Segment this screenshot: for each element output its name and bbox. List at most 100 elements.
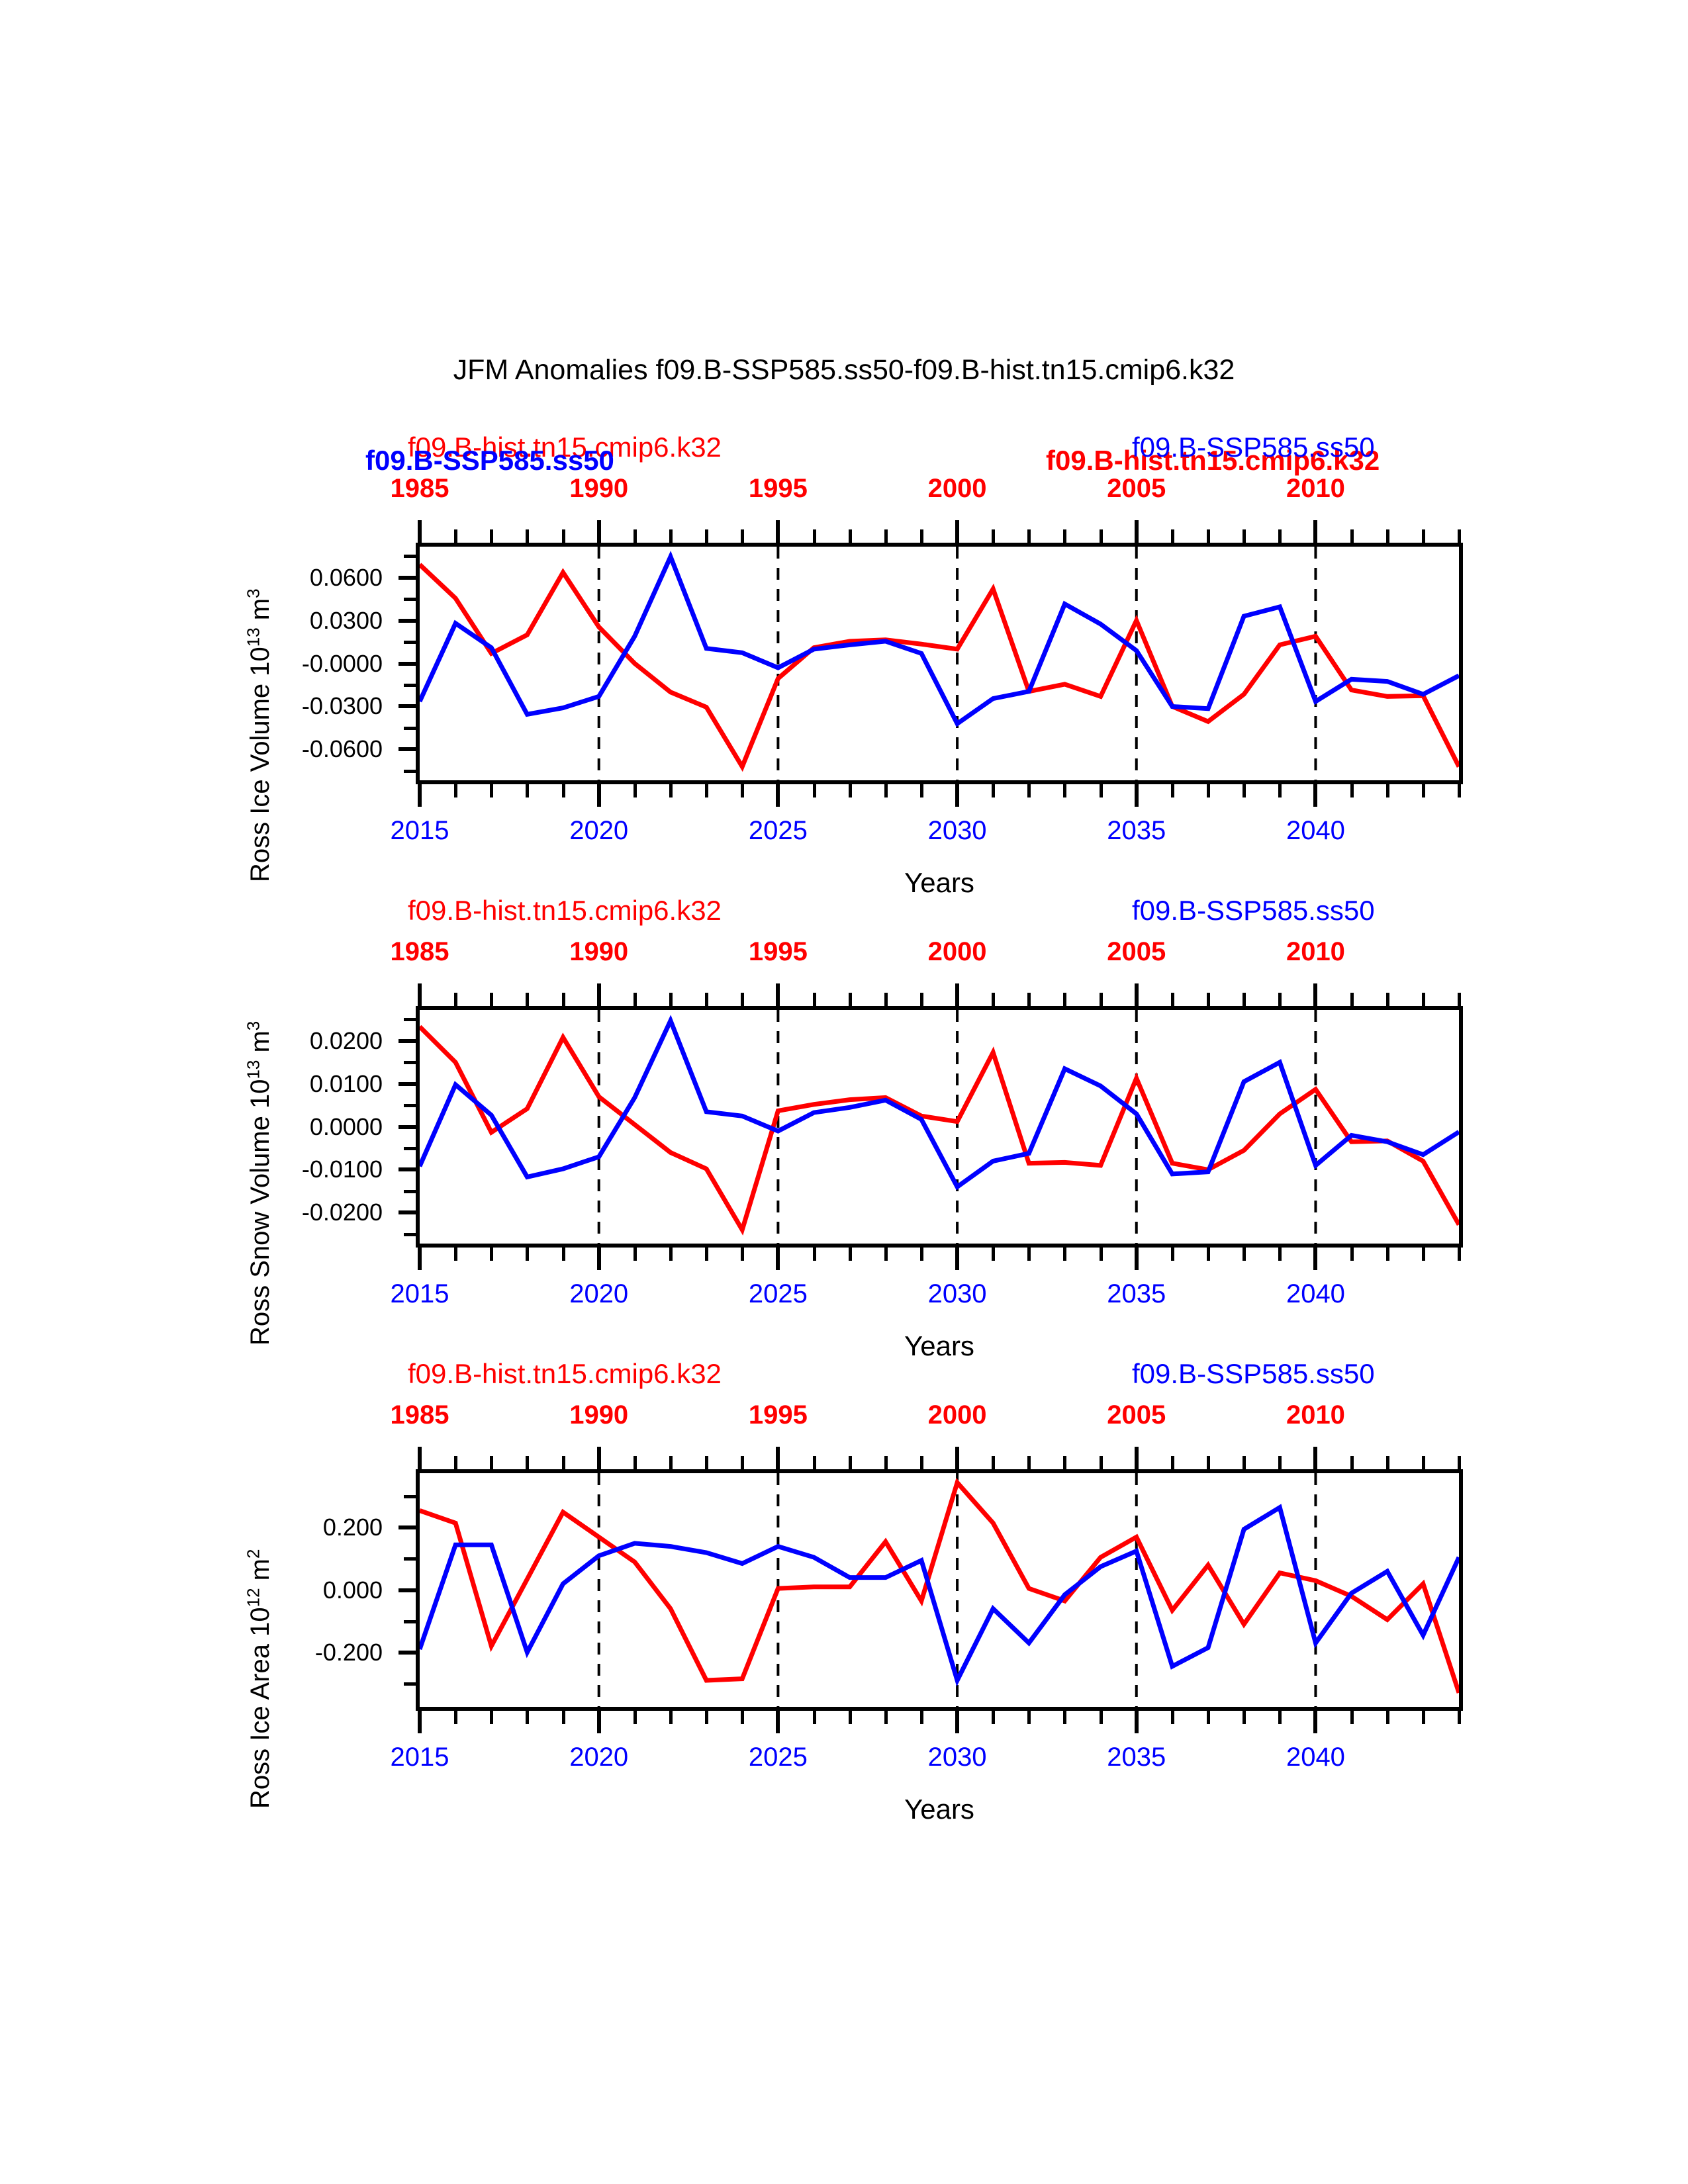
plot-area-1 [416, 543, 1463, 784]
x-tick-minor-top [1170, 1456, 1174, 1469]
x-tick-minor-bottom [848, 1711, 852, 1724]
y-tick-label: -0.0000 [301, 649, 383, 677]
x-tick-minor-top [1421, 1456, 1425, 1469]
y-tick-minor [404, 598, 417, 602]
y-tick-minor [404, 769, 417, 773]
x-axis-label-top: 1995 [748, 474, 808, 503]
x-tick-minor-bottom [884, 1248, 888, 1261]
x-tick-minor-bottom [1207, 1711, 1211, 1724]
x-axis-label-bottom: 2030 [927, 816, 987, 845]
x-tick-major-bottom [1134, 1248, 1139, 1270]
y-tick-minor [404, 641, 417, 644]
x-tick-minor-bottom [919, 1711, 923, 1724]
x-tick-major-bottom [1313, 784, 1318, 807]
x-tick-minor-bottom [1421, 1711, 1425, 1724]
x-tick-minor-top [1207, 993, 1211, 1006]
x-axis-label-top: 2005 [1107, 474, 1166, 503]
x-tick-minor-top [705, 1456, 709, 1469]
x-tick-minor-bottom [992, 784, 996, 797]
x-tick-major-top [776, 520, 780, 543]
x-tick-minor-bottom [741, 784, 745, 797]
x-tick-major-bottom [596, 784, 601, 807]
x-tick-major-top [1313, 520, 1318, 543]
x-axis-title-3: Years [904, 1794, 974, 1825]
x-tick-major-bottom [955, 1711, 960, 1733]
x-tick-minor-top [741, 529, 745, 543]
y-tick-minor [404, 1682, 417, 1686]
x-tick-minor-top [1350, 529, 1354, 543]
x-tick-minor-bottom [848, 784, 852, 797]
series-line-blue [420, 1504, 1459, 1687]
x-tick-minor-bottom [454, 1248, 458, 1261]
x-axis-label-bottom: 2040 [1286, 1743, 1345, 1772]
x-tick-major-top [955, 1447, 960, 1469]
x-tick-minor-top [1099, 1456, 1103, 1469]
x-tick-minor-bottom [1350, 1248, 1354, 1261]
x-tick-minor-top [561, 1456, 565, 1469]
x-tick-major-bottom [1134, 1711, 1139, 1733]
x-tick-minor-top [848, 993, 852, 1006]
x-tick-minor-top [992, 1456, 996, 1469]
x-axis-label-top: 2010 [1286, 937, 1345, 966]
x-tick-minor-top [812, 993, 816, 1006]
x-tick-minor-top [1170, 529, 1174, 543]
y-tick-major [399, 661, 417, 666]
x-tick-minor-top [812, 1456, 816, 1469]
x-tick-minor-top [1207, 1456, 1211, 1469]
series-label-blue-right: f09.B-SSP585.ss50 [1132, 432, 1375, 463]
x-tick-minor-top [526, 993, 530, 1006]
y-tick-minor [404, 1557, 417, 1561]
x-tick-minor-bottom [1350, 1711, 1354, 1724]
x-tick-minor-bottom [812, 784, 816, 797]
x-tick-major-top [596, 983, 601, 1006]
y-tick-label: 0.0200 [309, 1026, 383, 1054]
x-tick-major-top [955, 520, 960, 543]
x-tick-minor-bottom [633, 1711, 637, 1724]
x-tick-major-bottom [1134, 784, 1139, 807]
x-axis-label-top: 1985 [390, 474, 449, 503]
x-tick-minor-top [1170, 993, 1174, 1006]
x-axis-label-bottom: 2030 [927, 1279, 987, 1308]
x-axis-label-top: 1995 [748, 1400, 808, 1430]
y-tick-label: 0.200 [322, 1514, 383, 1541]
x-tick-minor-bottom [633, 784, 637, 797]
x-tick-minor-top [454, 1456, 458, 1469]
series-line-red [420, 1478, 1459, 1694]
series-label-red-2: f09.B-hist.tn15.cmip6.k32 [408, 895, 722, 926]
x-tick-major-bottom [776, 784, 780, 807]
x-tick-minor-bottom [454, 1711, 458, 1724]
x-tick-minor-top [884, 1456, 888, 1469]
x-tick-minor-top [1350, 1456, 1354, 1469]
x-tick-minor-bottom [1458, 1248, 1461, 1261]
x-tick-minor-bottom [561, 1248, 565, 1261]
series-label-red-right: f09.B-hist.tn15.cmip6.k32 [1046, 445, 1380, 476]
x-tick-minor-top [561, 529, 565, 543]
y-tick-major [399, 1167, 417, 1172]
y-tick-major [399, 704, 417, 709]
x-tick-minor-top [490, 993, 494, 1006]
x-tick-minor-bottom [919, 784, 923, 797]
x-axis-label-bottom: 2040 [1286, 1279, 1345, 1308]
x-tick-major-top [955, 983, 960, 1006]
x-tick-minor-bottom [490, 784, 494, 797]
x-tick-minor-bottom [919, 1248, 923, 1261]
x-axis-label-top: 1985 [390, 937, 449, 966]
x-tick-major-top [1134, 983, 1139, 1006]
x-axis-label-bottom: 2040 [1286, 816, 1345, 845]
x-tick-minor-top [741, 993, 745, 1006]
x-axis-label-bottom: 2015 [390, 816, 449, 845]
y-axis-title-3: Ross Ice Area 1012 m2 [244, 1549, 275, 1808]
x-tick-minor-bottom [526, 784, 530, 797]
x-tick-major-top [596, 520, 601, 543]
x-axis-label-top: 1990 [569, 474, 629, 503]
x-tick-major-top [1313, 1447, 1318, 1469]
figure-title: JFM Anomalies f09.B-SSP585.ss50-f09.B-hi… [453, 354, 1235, 386]
x-tick-minor-bottom [705, 784, 709, 797]
x-tick-minor-bottom [1207, 1248, 1211, 1261]
x-tick-minor-bottom [992, 1711, 996, 1724]
x-tick-major-bottom [418, 784, 422, 807]
y-tick-label: 0.0000 [309, 1113, 383, 1140]
x-tick-minor-bottom [1458, 1711, 1461, 1724]
x-tick-major-top [776, 983, 780, 1006]
